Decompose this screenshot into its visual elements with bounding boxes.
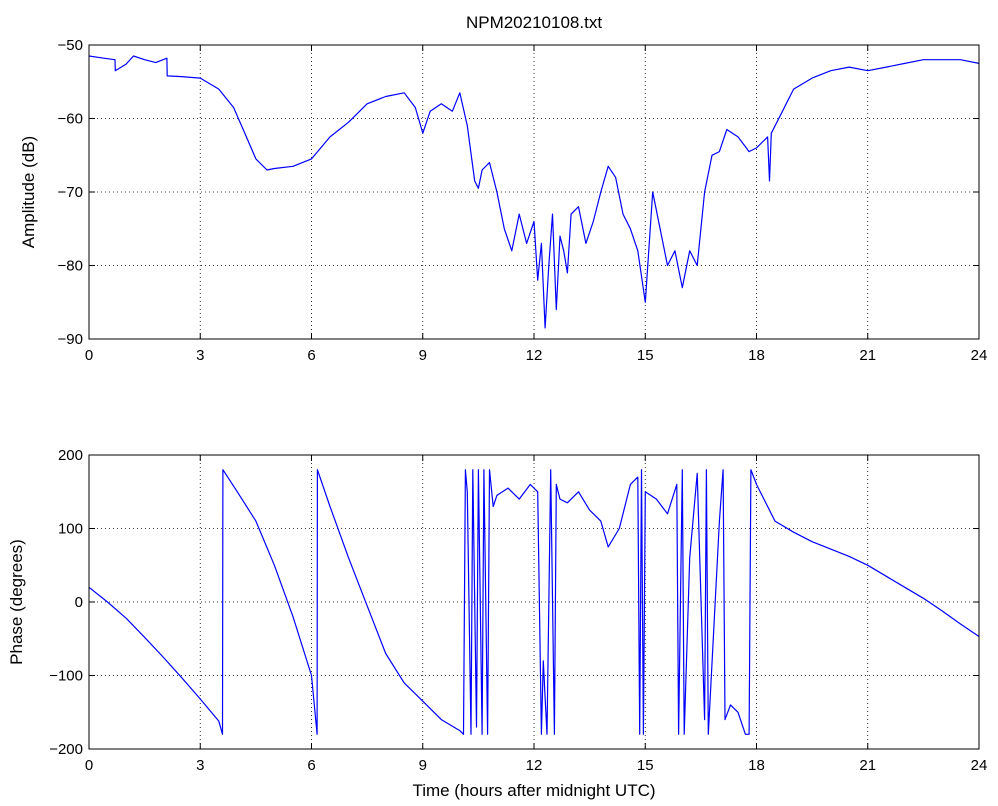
x-tick-label: 12	[526, 347, 543, 364]
x-tick-label: 24	[971, 757, 988, 774]
x-tick-label: 0	[85, 347, 93, 364]
y-tick-label: −60	[58, 111, 83, 128]
y-tick-label: 200	[58, 447, 83, 464]
data-series-line	[88, 55, 980, 329]
x-tick-label: 3	[196, 757, 204, 774]
x-tick-label: 21	[859, 757, 876, 774]
x-tick-label: 3	[196, 347, 204, 364]
x-tick-label: 15	[637, 757, 654, 774]
y-axis-label: Phase (degrees)	[7, 539, 26, 665]
y-tick-label: −70	[58, 184, 83, 201]
x-tick-label: 12	[526, 757, 543, 774]
y-tick-label: −200	[49, 741, 83, 758]
y-tick-label: −80	[58, 258, 83, 275]
data-series-line	[88, 469, 980, 735]
x-tick-label: 6	[307, 347, 315, 364]
x-tick-label: 18	[748, 757, 765, 774]
x-tick-label: 15	[637, 347, 654, 364]
x-tick-label: 21	[859, 347, 876, 364]
x-tick-label: 9	[419, 347, 427, 364]
y-axis-label: Amplitude (dB)	[19, 136, 38, 248]
y-tick-label: −100	[49, 668, 83, 685]
amplitude-plot: 0 3 6 9 12 15 18 21 24 −90 −80 −70 −60 −50 Amplitude (…	[19, 37, 987, 364]
y-tick-label: 100	[58, 521, 83, 538]
x-axis-label: Time (hours after midnight UTC)	[412, 781, 655, 800]
phase-plot: 0 3 6 9 12 15 18 21 24 −200 −100 0 100 200 Phase (degr…	[7, 447, 987, 800]
x-tick-label: 0	[85, 757, 93, 774]
x-tick-label: 18	[748, 347, 765, 364]
chart-title: NPM20210108.txt	[466, 13, 602, 32]
y-tick-label: −90	[58, 331, 83, 348]
y-tick-label: 0	[75, 594, 83, 611]
x-tick-label: 24	[971, 347, 988, 364]
y-tick-label: −50	[58, 37, 83, 54]
x-tick-label: 9	[419, 757, 427, 774]
x-tick-label: 6	[307, 757, 315, 774]
